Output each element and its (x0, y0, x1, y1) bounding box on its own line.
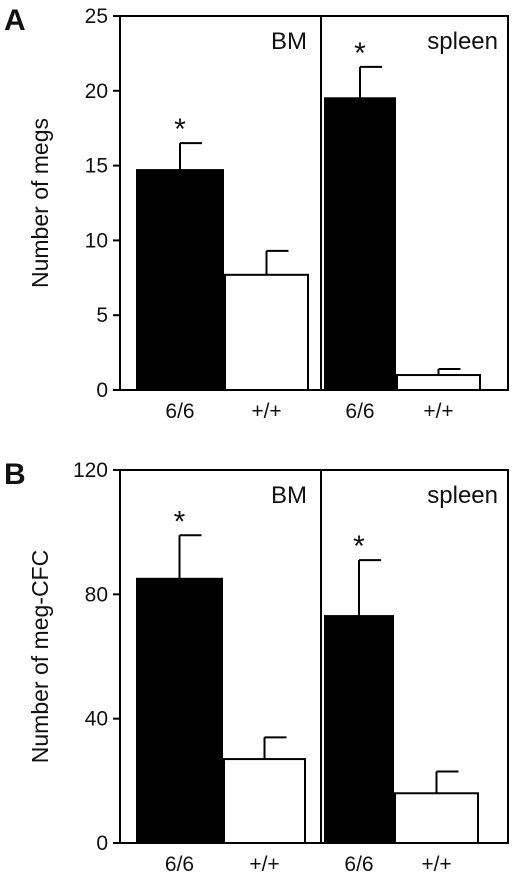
panel-letter: A (4, 4, 26, 37)
x-category-label: +/+ (251, 400, 281, 423)
bar (394, 792, 479, 844)
chart-panel-a: A 0 5 10 15 20 25 Number of megs BM * 6/6 +/+ spleen… (4, 4, 509, 423)
x-category-label: 6/6 (345, 400, 374, 423)
x-category-label: +/+ (421, 853, 451, 876)
significance-star: * (353, 530, 365, 563)
significance-star: * (174, 113, 186, 146)
plot-frame (119, 469, 509, 844)
y-axis-label: Number of meg-CFC (27, 550, 53, 763)
x-category-label: 6/6 (344, 853, 373, 876)
plot-frame (119, 15, 509, 391)
y-tick-label: 25 (85, 5, 108, 28)
y-tick-label: 40 (85, 708, 108, 731)
x-category-label: 6/6 (165, 853, 194, 876)
bar (324, 97, 396, 391)
y-tick-label: 20 (85, 80, 108, 103)
group-label: BM (271, 482, 307, 509)
group-label: BM (271, 28, 307, 55)
bar (136, 577, 223, 845)
significance-star: * (354, 37, 366, 70)
y-tick-label: 5 (96, 304, 108, 327)
bar (324, 615, 394, 845)
panel-letter: B (4, 458, 26, 491)
y-tick-label: 80 (85, 583, 108, 606)
group-label: spleen (427, 28, 498, 55)
bar (396, 374, 481, 392)
x-category-label: +/+ (423, 400, 453, 423)
chart-panel-b: B 0 40 80 120 Number of meg-CFC BM * 6/6 +/+ splee… (4, 458, 509, 876)
x-category-label: 6/6 (165, 400, 194, 423)
bar (136, 169, 224, 391)
y-tick-label: 10 (85, 229, 108, 252)
y-axis-label: Number of megs (27, 118, 53, 288)
y-tick-label: 15 (85, 155, 108, 178)
group-label: spleen (427, 482, 498, 509)
y-tick-label: 0 (96, 832, 108, 855)
x-category-label: +/+ (249, 853, 279, 876)
y-tick-label: 120 (73, 459, 108, 482)
bar (223, 758, 306, 845)
y-tick-label: 0 (96, 379, 108, 402)
bar (224, 273, 309, 392)
significance-star: * (174, 505, 186, 538)
